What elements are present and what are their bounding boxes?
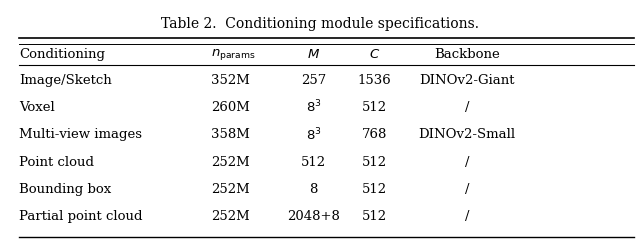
Text: 768: 768	[362, 128, 387, 141]
Text: 2048+8: 2048+8	[287, 210, 340, 223]
Text: Image/Sketch: Image/Sketch	[19, 73, 112, 87]
Text: /: /	[465, 183, 470, 196]
Text: $8^3$: $8^3$	[306, 99, 321, 116]
Text: Partial point cloud: Partial point cloud	[19, 210, 143, 223]
Text: 512: 512	[362, 210, 387, 223]
Text: Table 2.  Conditioning module specifications.: Table 2. Conditioning module specificati…	[161, 17, 479, 31]
Text: Bounding box: Bounding box	[19, 183, 111, 196]
Text: 512: 512	[301, 155, 326, 169]
Text: 8: 8	[309, 183, 318, 196]
Text: Point cloud: Point cloud	[19, 155, 94, 169]
Text: 252M: 252M	[211, 183, 250, 196]
Text: $M$: $M$	[307, 48, 320, 61]
Text: 352M: 352M	[211, 73, 250, 87]
Text: 512: 512	[362, 155, 387, 169]
Text: 257: 257	[301, 73, 326, 87]
Text: $n_{\rm params}$: $n_{\rm params}$	[211, 47, 256, 62]
Text: 252M: 252M	[211, 210, 250, 223]
Text: Voxel: Voxel	[19, 101, 55, 114]
Text: 358M: 358M	[211, 128, 250, 141]
Text: 1536: 1536	[358, 73, 391, 87]
Text: /: /	[465, 155, 470, 169]
Text: 252M: 252M	[211, 155, 250, 169]
Text: Conditioning: Conditioning	[19, 48, 105, 61]
Text: /: /	[465, 101, 470, 114]
Text: DINOv2-Giant: DINOv2-Giant	[419, 73, 515, 87]
Text: Multi-view images: Multi-view images	[19, 128, 142, 141]
Text: Backbone: Backbone	[435, 48, 500, 61]
Text: 512: 512	[362, 183, 387, 196]
Text: DINOv2-Small: DINOv2-Small	[419, 128, 516, 141]
Text: $C$: $C$	[369, 48, 380, 61]
Text: $8^3$: $8^3$	[306, 126, 321, 143]
Text: /: /	[465, 210, 470, 223]
Text: 260M: 260M	[211, 101, 250, 114]
Text: 512: 512	[362, 101, 387, 114]
